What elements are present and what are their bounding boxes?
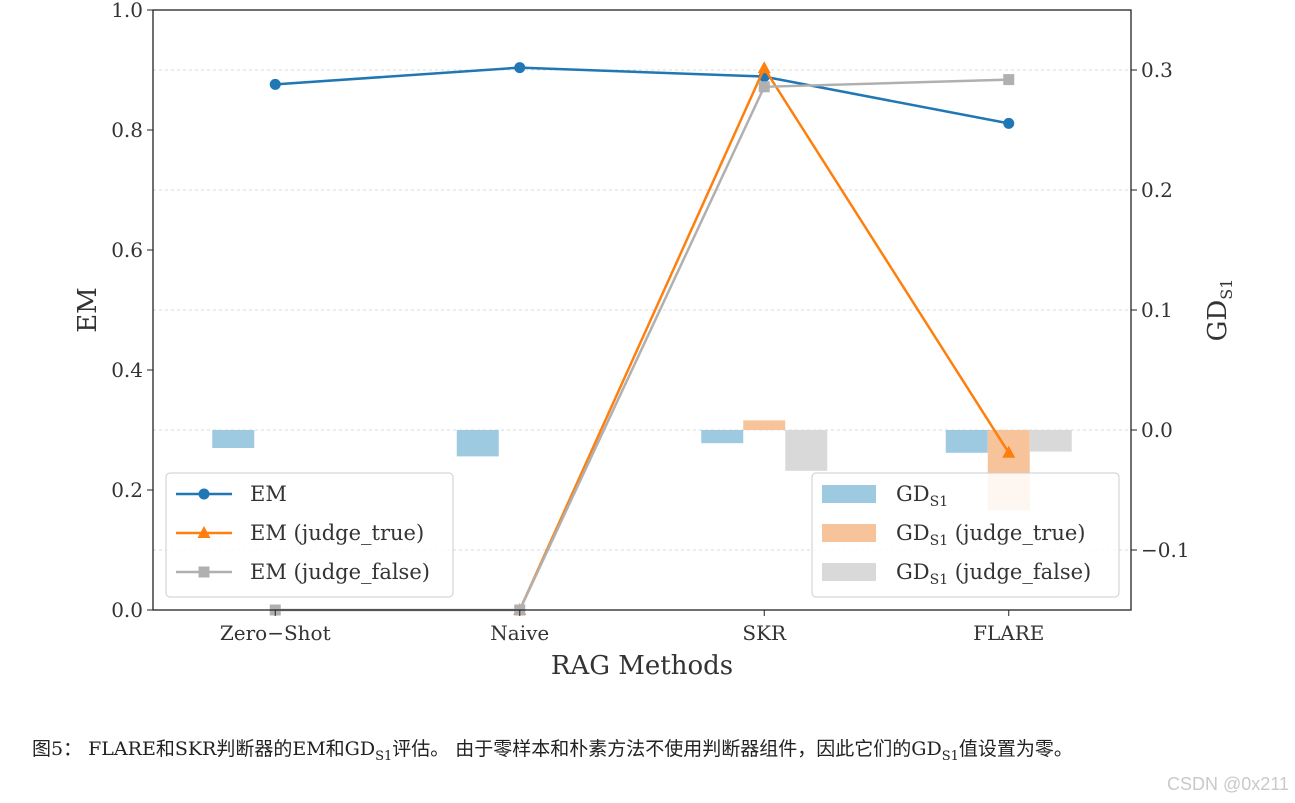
y2-tick-label: 0.1 <box>1141 298 1173 322</box>
legend-bar-swatch <box>822 524 876 542</box>
watermark: CSDN @0x211 <box>1167 774 1289 794</box>
bar-1-2 <box>743 420 786 430</box>
legend-bar-swatch <box>822 563 876 581</box>
x-tick-label: Zero−Shot <box>220 621 331 645</box>
y-tick-label: 0.6 <box>111 238 143 262</box>
legend-line-label: EM (judge_true) <box>250 521 424 545</box>
marker-2-3 <box>1003 74 1015 86</box>
chart: 0.0 0.2 0.4 0.6 0.8 1.0 −0.1 0.0 0.1 0.2 0.3 Zero−S… <box>73 0 1236 681</box>
bar-0-3 <box>945 430 988 453</box>
marker-1-1 <box>757 61 771 74</box>
legend-bar-label: GDS1 (judge_false) <box>896 560 1091 588</box>
y2-tick-label: 0.3 <box>1141 58 1173 82</box>
marker-1-2 <box>1002 445 1016 458</box>
y2-tick-label: 0.0 <box>1141 418 1173 442</box>
y-tick-label: 0.2 <box>111 478 143 502</box>
y2-axis-label: GDS1 <box>1203 279 1236 342</box>
marker-0-3 <box>1003 117 1015 129</box>
y-tick-label: 0.8 <box>111 118 143 142</box>
bar-0-2 <box>701 430 744 444</box>
legend-marker <box>198 566 210 578</box>
legend-marker <box>197 526 211 538</box>
legend-bars <box>811 472 1120 598</box>
y-tick-label: 0.0 <box>111 598 143 622</box>
legend-line-label: EM (judge_false) <box>250 560 430 584</box>
legend-line-label: EM <box>250 482 287 506</box>
marker-2-2 <box>758 81 770 93</box>
bar-2-2 <box>785 430 828 471</box>
y-tick-label: 0.4 <box>111 358 143 382</box>
legend-bar-label: GDS1 (judge_true) <box>896 521 1085 549</box>
x-axis-label: RAG Methods <box>551 651 733 681</box>
marker-0-1 <box>514 62 526 74</box>
y-tick-label: 1.0 <box>111 0 143 22</box>
y-axis-label: EM <box>73 287 103 333</box>
bar-2-3 <box>1029 430 1072 452</box>
y2-tick-label: 0.2 <box>1141 178 1173 202</box>
marker-0-0 <box>269 78 281 90</box>
x-tick-label: FLARE <box>973 621 1044 645</box>
bar-0-1 <box>456 430 499 457</box>
legend-bar-swatch <box>822 485 876 503</box>
figure-caption: 图5： FLARE和SKR判断器的EM和GDS1评估。 由于零样本和朴素方法不使… <box>32 738 1073 764</box>
bar-0-0 <box>212 430 255 448</box>
legend-marker <box>198 488 210 500</box>
legend-lines <box>165 472 454 598</box>
legend-bar-label: GDS1 <box>896 482 948 510</box>
x-tick-label: Naive <box>490 621 549 645</box>
line-series-0 <box>275 66 1009 125</box>
y2-tick-label: −0.1 <box>1141 538 1190 562</box>
x-tick-label: SKR <box>742 621 787 645</box>
